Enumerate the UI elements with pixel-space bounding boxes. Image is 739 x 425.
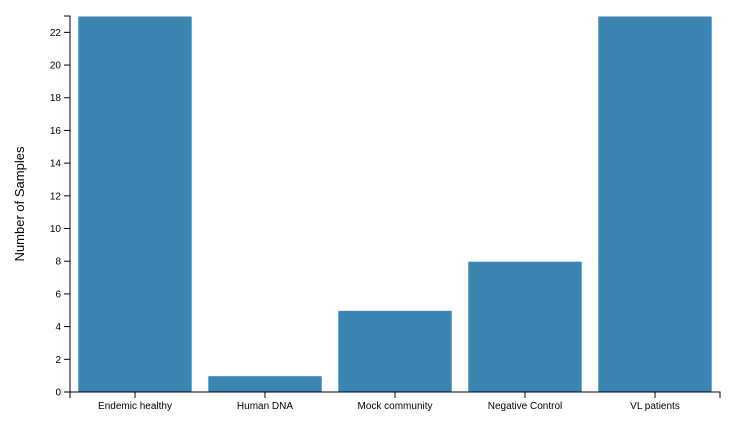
bar-vl-patients [597,15,713,393]
y-tick-label: 16 [50,126,62,137]
x-tick-label: Endemic healthy [98,401,172,412]
y-tick-label: 18 [50,93,62,104]
y-axis-line [64,15,71,393]
y-tick-label: 14 [50,159,62,170]
x-tick-label: Mock community [357,401,432,412]
bar-mock-community [337,309,453,393]
x-tick-label: Human DNA [237,401,293,412]
y-tick-label: 4 [55,322,61,333]
y-tick-label: 22 [50,28,62,39]
bar-endemic-healthy [77,15,193,393]
y-tick-label: 2 [55,355,61,366]
bars-group [77,15,713,393]
y-tick-label: 10 [50,224,62,235]
y-tick-label: 12 [50,191,62,202]
y-tick-label: 8 [55,257,61,268]
y-axis: 0 2 4 6 8 10 12 14 16 18 20 22 [50,15,71,399]
y-tick-label: 0 [55,388,61,399]
y-tick-label: 6 [55,289,61,300]
bar-human-dna [207,375,323,393]
x-tick-label: Negative Control [488,401,562,412]
bar-negative-control [467,260,583,393]
y-tick-label: 20 [50,61,62,72]
y-axis-title: Number of Samples [12,146,27,261]
x-axis: Endemic healthy Human DNA Mock community Ne… [69,391,721,412]
x-tick-label: VL patients [630,401,680,412]
